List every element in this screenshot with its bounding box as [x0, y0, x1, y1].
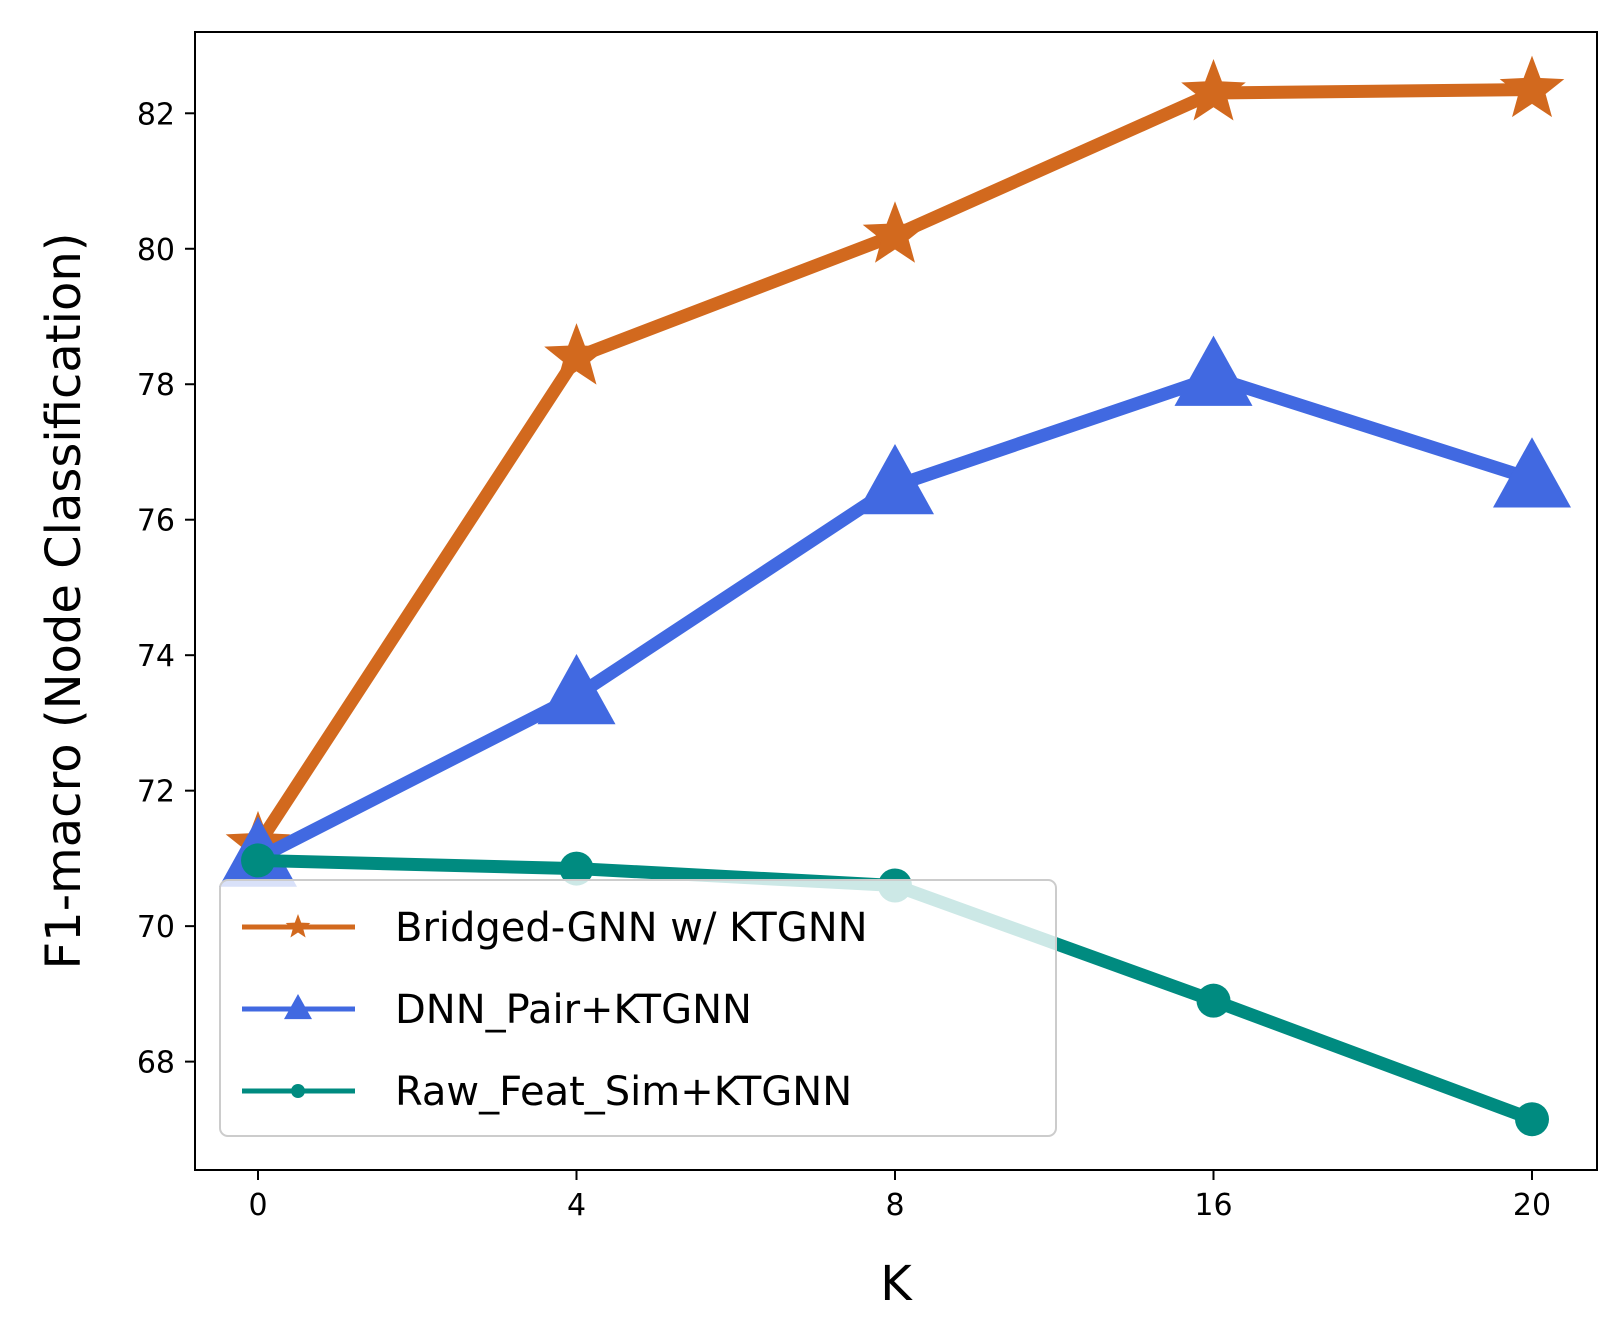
data-point-marker: [1493, 437, 1571, 508]
data-point-marker: [862, 201, 928, 263]
x-tick-label: 20: [1513, 1188, 1551, 1223]
x-tick-label: 4: [567, 1188, 586, 1223]
legend-marker: [284, 993, 312, 1020]
series-layer: [219, 55, 1571, 1137]
y-tick-label: 70: [137, 910, 175, 945]
legend: Bridged-GNN w/ KTGNN DNN_Pair+KTGNN Raw_Fe…: [219, 879, 1057, 1137]
data-point-marker: [856, 443, 934, 515]
data-point-marker: [544, 323, 609, 385]
legend-label: Bridged-GNN w/ KTGNN: [395, 905, 868, 951]
y-tick-label: 72: [137, 775, 175, 810]
y-tick-label: 80: [137, 233, 175, 268]
data-point-marker: [1181, 59, 1246, 121]
y-tick-label: 82: [137, 97, 175, 132]
data-point-marker: [1196, 983, 1231, 1018]
data-point-marker: [1174, 335, 1253, 406]
data-point-marker: [537, 653, 616, 725]
x-axis-title: K: [880, 1256, 913, 1312]
axes-layer: 0 4 8 16 20 68 70 72 74 76 78 80 82: [137, 97, 1551, 1223]
x-tick-label: 0: [248, 1188, 267, 1223]
data-point-marker: [1499, 55, 1565, 118]
y-axis-title: F1-macro (Node Classification): [36, 233, 92, 970]
legend-label: DNN_Pair+KTGNN: [395, 987, 752, 1033]
legend-marker: [291, 1084, 305, 1098]
y-tick-label: 76: [137, 504, 175, 539]
x-tick-label: 8: [885, 1188, 904, 1223]
series-group: [219, 335, 1571, 887]
y-tick-label: 78: [137, 368, 175, 403]
y-tick-label: 74: [137, 639, 175, 674]
y-tick-label: 68: [137, 1046, 175, 1081]
legend-marker: [285, 914, 311, 938]
data-point-marker: [1515, 1102, 1549, 1137]
legend-label: Raw_Feat_Sim+KTGNN: [395, 1069, 852, 1115]
data-point-marker: [241, 843, 275, 878]
x-tick-label: 16: [1194, 1188, 1232, 1223]
legend-box: [219, 879, 1057, 1137]
data-point-marker: [559, 851, 594, 886]
